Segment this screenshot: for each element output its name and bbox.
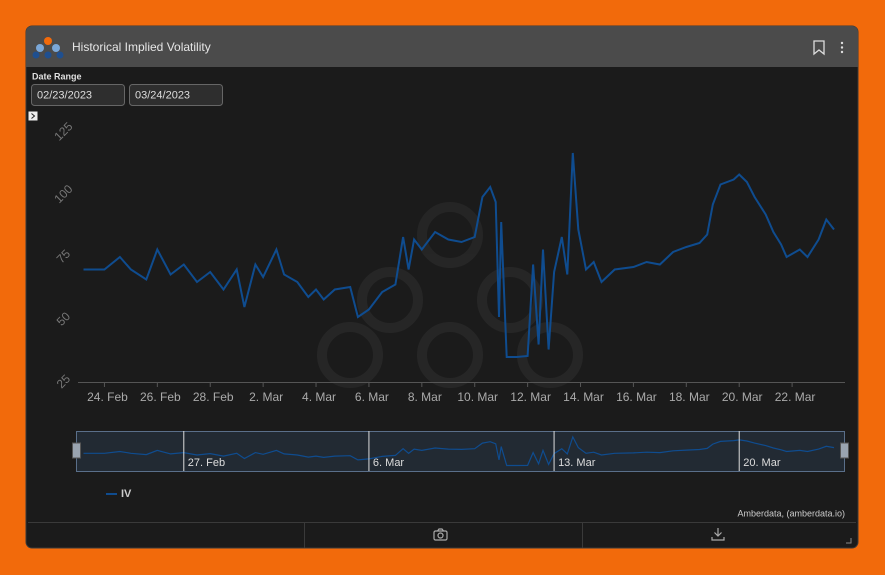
start-date: 02/23/2023 (37, 89, 92, 101)
navigator-handle[interactable] (840, 442, 849, 459)
x-tick-label: 4. Mar (302, 390, 336, 404)
navigator-tick-label: 13. Mar (558, 457, 596, 469)
date-range-label: Date Range (32, 71, 82, 81)
legend-label[interactable]: IV (121, 488, 132, 500)
x-tick-label: 24. Feb (87, 390, 128, 404)
navigator-line (83, 435, 835, 467)
header-bar (26, 26, 858, 67)
x-tick-label: 28. Feb (193, 390, 234, 404)
expand-icon (31, 113, 36, 119)
x-tick-label: 26. Feb (140, 390, 181, 404)
navigator-tick-label: 6. Mar (373, 457, 405, 469)
x-tick-label: 20. Mar (722, 390, 763, 404)
download-button[interactable] (711, 528, 725, 541)
navigator[interactable] (76, 431, 845, 472)
credits: Amberdata, (amberdata.io) (737, 508, 845, 518)
header-title: Historical Implied Volatility (72, 40, 211, 54)
start-date-input[interactable] (31, 84, 125, 106)
navigator-handle[interactable] (72, 442, 81, 459)
x-tick-label: 16. Mar (616, 390, 657, 404)
x-tick-label: 14. Mar (563, 390, 604, 404)
logo (32, 37, 64, 59)
x-tick-label: 22. Mar (775, 390, 816, 404)
navigator-tick-label: 27. Feb (188, 457, 225, 469)
x-tick-label: 8. Mar (408, 390, 442, 404)
menu-button[interactable] (840, 41, 844, 54)
resize-handle (846, 538, 852, 544)
end-date-input[interactable] (129, 84, 223, 106)
screenshot-button[interactable] (433, 528, 448, 541)
x-tick-label: 6. Mar (355, 390, 389, 404)
navigator-tick-label: 20. Mar (743, 457, 781, 469)
x-tick-label: 12. Mar (510, 390, 551, 404)
bookmark-button[interactable] (813, 40, 825, 56)
x-tick-label: 10. Mar (457, 390, 498, 404)
x-tick-label: 2. Mar (249, 390, 283, 404)
end-date: 03/24/2023 (135, 89, 190, 101)
x-tick-label: 18. Mar (669, 390, 710, 404)
series-line (83, 152, 835, 358)
expand-toggle[interactable] (28, 111, 38, 121)
